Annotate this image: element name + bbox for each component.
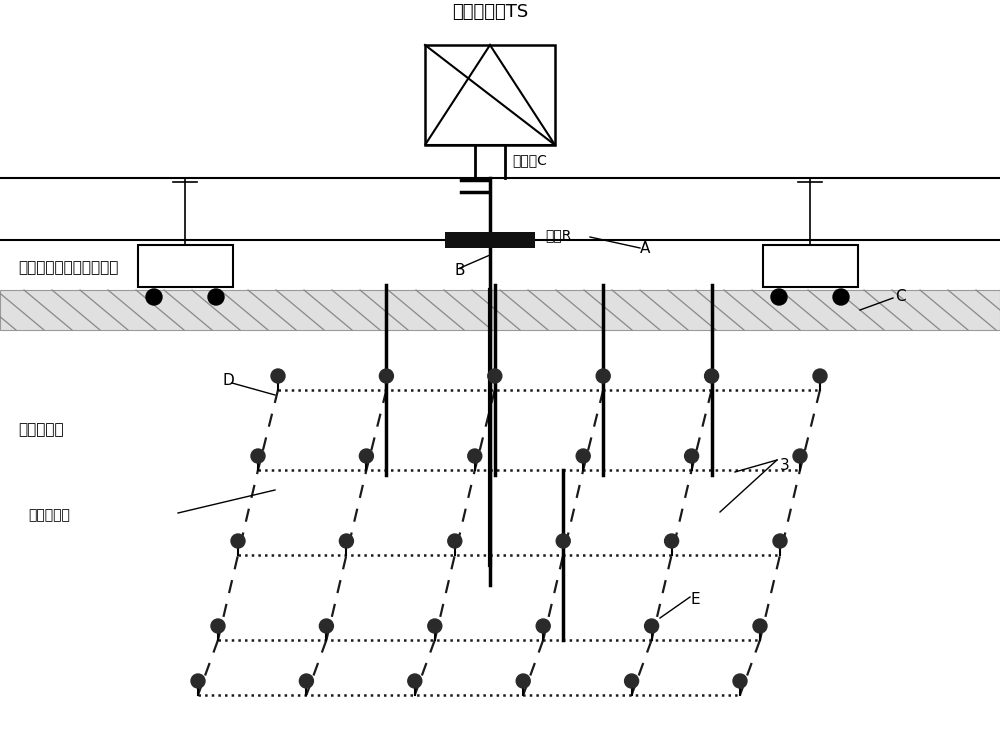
Circle shape [771, 289, 787, 305]
Bar [763, 245, 858, 287]
Bar [425, 45, 555, 145]
Circle shape [813, 369, 827, 383]
Circle shape [556, 534, 570, 548]
Circle shape [448, 534, 462, 548]
Text: 接地引下线: 接地引下线 [28, 508, 70, 522]
Circle shape [665, 534, 679, 548]
Text: 接地网络：: 接地网络： [18, 422, 64, 438]
Bar [445, 232, 535, 248]
Circle shape [359, 449, 373, 463]
Bar [0, 290, 1000, 330]
Circle shape [379, 369, 393, 383]
Text: 接触纼C: 接触纼C [512, 153, 547, 167]
Circle shape [625, 674, 639, 688]
Text: B: B [455, 262, 466, 278]
Circle shape [488, 369, 502, 383]
Circle shape [536, 619, 550, 633]
Circle shape [251, 449, 265, 463]
Text: 接地网络埋设区域土壤：: 接地网络埋设区域土壤： [18, 260, 118, 276]
Circle shape [793, 449, 807, 463]
Polygon shape [425, 45, 555, 145]
Circle shape [516, 674, 530, 688]
Text: 钉轨R: 钉轨R [545, 228, 571, 242]
Circle shape [833, 289, 849, 305]
Circle shape [733, 674, 747, 688]
Circle shape [468, 449, 482, 463]
Circle shape [705, 369, 719, 383]
Circle shape [576, 449, 590, 463]
Text: 3: 3 [780, 458, 790, 472]
Circle shape [319, 619, 333, 633]
Circle shape [428, 619, 442, 633]
Circle shape [753, 619, 767, 633]
Circle shape [408, 674, 422, 688]
Circle shape [685, 449, 699, 463]
Circle shape [211, 619, 225, 633]
Text: E: E [690, 593, 700, 607]
Circle shape [271, 369, 285, 383]
Circle shape [231, 534, 245, 548]
Circle shape [208, 289, 224, 305]
Circle shape [339, 534, 353, 548]
Bar [138, 245, 233, 287]
Text: D: D [222, 372, 234, 388]
Text: 牵引变电所TS: 牵引变电所TS [452, 3, 528, 21]
Text: C: C [895, 288, 906, 304]
Circle shape [596, 369, 610, 383]
Text: A: A [640, 240, 650, 256]
Circle shape [299, 674, 313, 688]
Circle shape [645, 619, 659, 633]
Circle shape [146, 289, 162, 305]
Circle shape [773, 534, 787, 548]
Circle shape [191, 674, 205, 688]
